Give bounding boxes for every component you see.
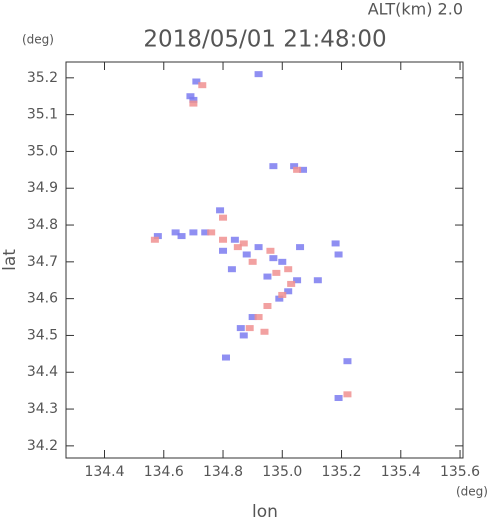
point: [248, 258, 257, 265]
point: [287, 280, 296, 287]
point: [216, 207, 225, 214]
point: [189, 100, 198, 107]
point: [269, 255, 278, 262]
x-tick-label: 134.4: [84, 464, 124, 480]
chart-subtitle: ALT(km) 2.0: [368, 0, 463, 19]
point: [242, 251, 251, 258]
x-tick-label: 135.6: [440, 464, 480, 480]
point: [263, 273, 272, 280]
point: [219, 236, 228, 243]
y-tick-label: 34.7: [27, 254, 58, 270]
point: [201, 229, 210, 236]
y-tick-label: 34.9: [27, 180, 58, 196]
point: [343, 391, 352, 398]
point: [260, 328, 269, 335]
point: [207, 229, 216, 236]
y-tick-label: 35.1: [27, 107, 58, 123]
point: [266, 247, 275, 254]
x-tick-label: 135.4: [381, 464, 421, 480]
point: [233, 244, 242, 251]
point: [254, 314, 263, 321]
x-unit: (deg): [456, 485, 488, 499]
point: [230, 236, 239, 243]
point: [239, 240, 248, 247]
point: [334, 251, 343, 258]
point: [293, 166, 302, 173]
x-axis-label: lon: [252, 502, 278, 521]
point: [275, 295, 284, 302]
point: [272, 269, 281, 276]
y-unit: (deg): [22, 33, 54, 47]
point: [278, 258, 287, 265]
point: [284, 288, 293, 295]
y-tick-label: 35.0: [27, 143, 58, 159]
point: [334, 395, 343, 402]
point: [150, 236, 159, 243]
point: [331, 240, 340, 247]
point: [219, 247, 228, 254]
y-tick-label: 34.8: [27, 217, 58, 233]
point: [171, 229, 180, 236]
point: [221, 354, 230, 361]
point: [284, 266, 293, 273]
point: [254, 71, 263, 78]
point: [269, 163, 278, 170]
y-tick-label: 35.2: [27, 70, 58, 86]
x-tick-label: 134.6: [144, 464, 184, 480]
point: [192, 78, 201, 85]
point: [299, 166, 308, 173]
point: [245, 325, 254, 332]
point: [343, 358, 352, 365]
point: [236, 325, 245, 332]
point: [227, 266, 236, 273]
point: [186, 93, 195, 100]
plot-frame: [65, 61, 464, 459]
point: [254, 244, 263, 251]
y-tick-label: 34.5: [27, 327, 58, 343]
point: [153, 233, 162, 240]
point: [198, 82, 207, 89]
x-tick-label: 134.8: [203, 464, 243, 480]
y-tick-label: 34.2: [27, 438, 58, 454]
point: [239, 332, 248, 339]
point: [293, 277, 302, 284]
point: [248, 314, 257, 321]
y-tick-label: 34.3: [27, 401, 58, 417]
point: [290, 163, 299, 170]
y-tick-label: 34.4: [27, 364, 58, 380]
x-tick-label: 135.0: [262, 464, 302, 480]
point: [189, 229, 198, 236]
point: [296, 244, 305, 251]
point: [263, 303, 272, 310]
x-tick-label: 135.2: [321, 464, 361, 480]
point: [219, 214, 228, 221]
y-tick-label: 34.6: [27, 291, 58, 307]
chart-title: 2018/05/01 21:48:00: [143, 27, 386, 53]
y-axis-label: lat: [0, 249, 20, 271]
point: [177, 233, 186, 240]
point: [313, 277, 322, 284]
point: [278, 291, 287, 298]
point: [189, 96, 198, 103]
